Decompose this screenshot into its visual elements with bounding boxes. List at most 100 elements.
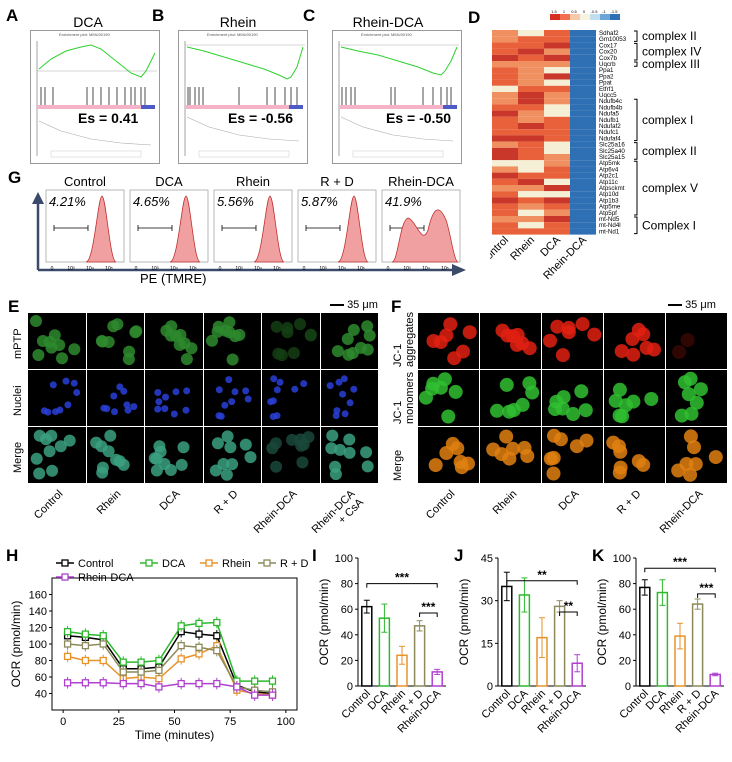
cell-blob — [119, 387, 127, 395]
cell-blob — [555, 348, 570, 363]
cell-blob — [613, 444, 628, 459]
heatmap-cell — [570, 203, 596, 210]
cell-blob — [613, 460, 628, 475]
micro-f-col-label: R + D — [614, 488, 643, 517]
micrograph-cells — [30, 429, 76, 480]
micrograph-cells — [160, 320, 198, 366]
cell-blob — [543, 333, 557, 348]
chart-h-point — [213, 679, 221, 688]
jc1-cells — [495, 323, 537, 356]
heatmap-cell — [492, 160, 518, 167]
chart-j-ylabel: OCR (pmol/min) — [458, 579, 471, 666]
micrograph-cells — [40, 377, 81, 416]
chart-k-bar — [639, 586, 651, 687]
flow-tick-label: 10⁴ — [86, 266, 94, 272]
heatmap-gene-label: Atp11c — [599, 179, 618, 186]
chart-h-point — [155, 683, 163, 691]
micro-e-col-label: Rhein-DCA + CsA — [307, 488, 366, 547]
heatmap-cell — [492, 98, 518, 105]
cell-blob — [54, 440, 67, 453]
micrograph-cells — [324, 429, 374, 481]
heatmap-gene-label: Slc25a40 — [599, 148, 625, 155]
chart-h-legend-label: Control — [78, 558, 113, 570]
cell-blob — [270, 320, 283, 333]
micrograph-tile — [145, 313, 203, 369]
complex-label: complex IV — [642, 45, 701, 59]
flow-histogram-curve — [253, 195, 285, 263]
chart-k-sig-label: *** — [673, 555, 687, 569]
cell-blob — [689, 395, 704, 410]
micrograph-cells — [326, 375, 357, 420]
jc1-tile — [542, 370, 603, 426]
chart-h-point — [137, 668, 145, 676]
cell-blob — [272, 347, 285, 360]
heatmap-cell — [570, 228, 596, 235]
micrograph-tile — [320, 313, 378, 369]
heatmap-gene-label: Atp5pf — [599, 210, 617, 217]
heatmap-gene-label: mt-Nd4l — [599, 222, 621, 229]
heatmap-gene-label: Sdhaf2 — [599, 30, 619, 37]
cell-blob — [561, 320, 576, 335]
jc1-tile — [480, 370, 541, 426]
heatmap-cell — [544, 36, 570, 43]
cell-blob — [674, 408, 689, 423]
panel-label-d: D — [468, 8, 481, 27]
colorbar-label: 1.5 — [551, 10, 557, 14]
heatmap-cell — [570, 191, 596, 198]
heatmap-gene-label: mt-Nd1 — [599, 228, 620, 235]
heatmap: 1.5 1 0.5 0 -0.5 -1 -1.5 Sdhaf2Gm10053Cox17Cox2… — [490, 10, 701, 282]
heatmap-cell — [570, 129, 596, 136]
heatmap-cell — [518, 209, 544, 216]
colorbar-swatch — [590, 14, 600, 20]
heatmap-cell — [518, 42, 544, 49]
heatmap-cell — [492, 222, 518, 229]
flow-tick-label: 0 — [135, 266, 138, 272]
micrograph-tile — [262, 313, 320, 369]
chart-j-bar — [553, 605, 566, 687]
chart-h-point — [155, 666, 163, 675]
chart-h-legend-marker — [205, 559, 213, 567]
heatmap-cell — [518, 98, 544, 105]
cell-blob — [291, 385, 299, 393]
micrograph-tile — [203, 313, 261, 369]
cell-blob — [608, 393, 623, 408]
cell-blob — [708, 450, 723, 465]
chart-h-point — [137, 658, 145, 666]
heatmap-cell — [518, 216, 544, 223]
heatmap-cell — [570, 42, 596, 49]
micrograph-cells — [30, 315, 81, 365]
cell-blob — [215, 412, 222, 420]
chart-h-point — [155, 675, 163, 683]
cell-blob — [636, 327, 651, 342]
heatmap-cell — [544, 216, 570, 223]
chart-k-bar — [656, 591, 669, 687]
heatmap-cell — [492, 154, 518, 161]
cell-blob — [486, 442, 501, 457]
cell-blob — [683, 371, 698, 386]
colorbar-swatch — [610, 14, 620, 20]
heatmap-cell — [518, 48, 544, 55]
cell-blob — [346, 399, 354, 407]
complex-bracket — [634, 98, 638, 142]
chart-h-point — [99, 656, 107, 665]
cell-blob — [693, 382, 708, 397]
cell-blob — [96, 461, 109, 474]
heatmap-cell — [518, 54, 544, 61]
heatmap-cell — [492, 110, 518, 117]
flow-tick-label: 10⁴ — [170, 266, 178, 272]
cell-blob — [43, 445, 56, 458]
cell-blob — [244, 451, 256, 464]
heatmap-gene-label: Atp10d — [599, 191, 619, 198]
heatmap-gene-label: Gm10053 — [599, 36, 627, 43]
cell-blob — [33, 467, 46, 480]
heatmap-cell — [544, 110, 570, 117]
cell-blob — [490, 403, 504, 418]
heatmap-cell — [544, 54, 570, 61]
flow-tick-label: 0 — [387, 266, 390, 272]
micrograph-tile — [320, 370, 378, 426]
heatmap-gene-label: Atpsckmt — [599, 185, 625, 192]
jc1-cells — [548, 384, 593, 421]
cell-blob — [224, 376, 232, 384]
cell-blob — [273, 386, 281, 394]
